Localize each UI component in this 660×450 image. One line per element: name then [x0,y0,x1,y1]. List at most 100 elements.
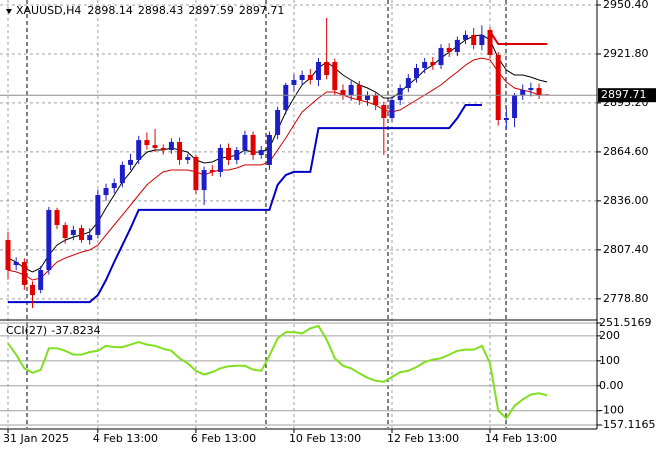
high: 2898.43 [138,4,184,17]
candle-body [5,240,11,271]
y-tick-label: 2950.40 [603,0,649,11]
x-tick-label: 6 Feb 13:00 [191,432,256,445]
candle-body [177,141,183,160]
candle-body [536,88,542,96]
x-tick-label: 31 Jan 2025 [3,432,69,445]
candle-body [446,47,452,53]
candle-body [79,228,85,241]
candle-body [495,54,501,121]
candle-body [528,88,534,91]
candle-body [479,34,485,46]
y-tick-label: 100 [599,354,620,367]
candle-body [128,159,134,165]
candle-body [291,79,297,85]
y-tick-label: -157.1165 [599,418,655,431]
indicator-header: CCI(27) -37.8234 [6,324,101,337]
candle-body [414,67,419,79]
candle-body [168,141,174,151]
last-price-box [598,88,656,103]
candle-body [307,75,313,80]
candle-body [364,95,370,101]
indicator-line [8,104,482,304]
candle-body [217,147,223,172]
indicator-line [7,324,548,420]
candle-body [111,183,117,189]
candle-body [250,134,256,155]
candle-body [340,90,346,96]
x-tick-label: 14 Feb 13:00 [485,432,557,445]
candle-body [348,84,354,96]
y-tick-label: 251.5169 [599,316,652,329]
candle-body [397,88,403,101]
candle-body [226,147,232,160]
candle-body [315,61,321,80]
candle-body [373,95,379,105]
candle-body [381,104,387,118]
indicator-title: CCI(27) [6,324,47,337]
plot [0,0,597,428]
candle-body [356,84,362,101]
candle-body [487,29,493,55]
candle-body [463,34,469,40]
candle-body [422,61,428,68]
x-tick-label: 10 Feb 13:00 [289,432,361,445]
candle-body [520,90,526,96]
last-price-label: 2897.71 [601,88,647,101]
candle-body [512,95,518,118]
chart-header: XAUUSD,H4 2898.14 2898.43 2897.59 2897.71 [6,4,284,17]
y-tick-label: 2836.00 [603,194,649,207]
candle-body [234,150,240,160]
period-separators [26,0,507,428]
candle-body [405,78,411,89]
y-tick-label: 200 [599,329,620,342]
candle-body [38,270,44,290]
candle-body [209,170,215,172]
candle-body [152,145,158,148]
candle-body [503,117,509,121]
candle-body [103,188,109,196]
indicator-value: -37.8234 [51,324,100,337]
candle-body [275,109,281,135]
candle-body [258,150,264,155]
candle-body [332,61,338,91]
candle-body [160,147,166,151]
candle-body [13,262,19,266]
indicator-line [489,30,548,45]
candle-body [430,61,436,66]
candle-body [54,209,60,226]
candle-body [185,157,191,160]
y-tick-label: 0.00 [599,379,624,392]
y-tick-label: 2778.80 [603,292,649,305]
y-tick-label: 2807.40 [603,243,649,256]
low: 2897.59 [188,4,234,17]
candle-body [242,134,248,151]
symbol: XAUUSD,H4 [16,4,81,17]
candle-body [119,164,125,184]
header-icon [6,9,12,14]
header-text: XAUUSD,H4 2898.14 2898.43 2897.59 2897.71 [16,4,284,17]
close: 2897.71 [239,4,285,17]
open: 2898.14 [87,4,133,17]
candle-body [136,140,142,160]
candle-body [144,140,150,146]
candle-body [299,75,305,80]
candle-body [95,195,101,235]
candle-body [454,39,460,53]
x-tick-label: 12 Feb 13:00 [387,432,459,445]
candle-body [389,100,395,118]
candle-body [46,209,52,271]
candle-body [471,34,477,46]
candle-body [324,61,330,76]
candle-body [70,229,76,235]
y-tick-label: 2864.60 [603,145,649,158]
candle-body [438,47,444,66]
candle-body [21,262,27,285]
candle-body [266,134,272,165]
candle-body [283,84,289,110]
candle-body [62,225,68,239]
candle-body [87,234,93,241]
y-tick-label: -100 [599,404,624,417]
indicator-line [7,57,548,281]
